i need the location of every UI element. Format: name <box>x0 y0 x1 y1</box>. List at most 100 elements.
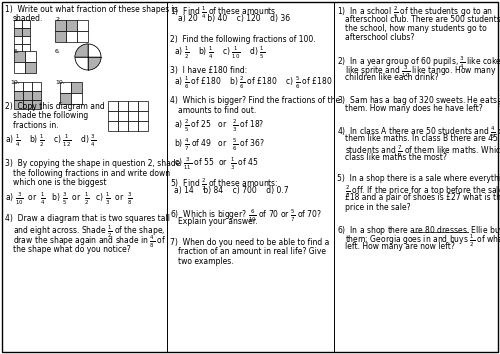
Text: 2)  Find the following fractions of 100.: 2) Find the following fractions of 100. <box>170 35 316 44</box>
Bar <box>108 111 118 121</box>
Bar <box>66 20 77 31</box>
Bar <box>71 93 82 104</box>
Text: children like each drink?: children like each drink? <box>345 73 438 82</box>
Bar <box>66 31 77 42</box>
Bar <box>138 101 148 111</box>
Text: 4)  Draw a diagram that is two squares tall: 4) Draw a diagram that is two squares ta… <box>5 214 170 223</box>
Bar <box>60 93 71 104</box>
Bar <box>118 111 128 121</box>
Text: them. How many does he have left?: them. How many does he have left? <box>345 104 483 113</box>
Text: 4)  Which is bigger? Find the fractions of the: 4) Which is bigger? Find the fractions o… <box>170 96 340 105</box>
Text: afterschool clubs?: afterschool clubs? <box>345 34 414 42</box>
Text: fraction of an amount in real life? Give: fraction of an amount in real life? Give <box>178 247 326 256</box>
Bar <box>23 82 32 91</box>
Text: 6)  In a shop there are 80 dresses. Ellie buys $\frac{5}{8}$ of: 6) In a shop there are 80 dresses. Ellie… <box>337 223 500 240</box>
Text: the following fractions in and write down: the following fractions in and write dow… <box>13 169 170 177</box>
Text: afterschool club. There are 500 students in: afterschool club. There are 500 students… <box>345 15 500 23</box>
Text: 5)  Find $\frac{2}{7}$ of these amounts:: 5) Find $\frac{2}{7}$ of these amounts: <box>170 177 278 193</box>
Text: £18 and a pair of shoes is £27 what is their: £18 and a pair of shoes is £27 what is t… <box>345 193 500 202</box>
Text: 10.: 10. <box>55 80 65 85</box>
Text: a) $\frac{1}{6}$ of £180    b) $\frac{2}{6}$ of £180    c) $\frac{5}{6}$ of £180: a) $\frac{1}{6}$ of £180 b) $\frac{2}{6}… <box>174 75 332 91</box>
Text: the school, how many students go to: the school, how many students go to <box>345 24 487 33</box>
Text: 1)  Find $\frac{1}{4}$ of these amounts: 1) Find $\frac{1}{4}$ of these amounts <box>170 5 276 21</box>
Text: 2)  In a year group of 60 pupils, $\frac{3}{4}$ like coke, $\frac{1}{5}$: 2) In a year group of 60 pupils, $\frac{… <box>337 55 500 70</box>
Bar <box>108 101 118 111</box>
Bar <box>22 36 30 44</box>
Bar <box>14 100 23 109</box>
Text: them like maths. In class B there are 45: them like maths. In class B there are 45 <box>345 134 498 143</box>
Text: 6)  Which is bigger? $\frac{6}{10}$ of 70 or $\frac{5}{7}$ of 70?: 6) Which is bigger? $\frac{6}{10}$ of 70… <box>170 207 322 223</box>
Bar <box>77 20 88 31</box>
Bar <box>14 82 23 91</box>
Text: 10.: 10. <box>10 80 20 85</box>
Text: class like maths the most?: class like maths the most? <box>345 153 447 162</box>
Text: 3)  Sam has a bag of 320 sweets. He eats $\frac{3}{5}$ of: 3) Sam has a bag of 320 sweets. He eats … <box>337 94 500 110</box>
Text: 7)  When do you need to be able to find a: 7) When do you need to be able to find a <box>170 238 330 247</box>
Bar <box>32 91 41 100</box>
Text: Explain your answer.: Explain your answer. <box>178 217 258 226</box>
Bar <box>14 20 22 28</box>
Text: and eight across. Shade $\frac{1}{2}$ of the shape,: and eight across. Shade $\frac{1}{2}$ of… <box>13 224 166 240</box>
Text: students and $\frac{7}{9}$ of them like maths. Which: students and $\frac{7}{9}$ of them like … <box>345 144 500 160</box>
Bar <box>71 82 82 93</box>
Text: c) $\frac{3}{11}$ of 55  or  $\frac{1}{3}$ of 45: c) $\frac{3}{11}$ of 55 or $\frac{1}{3}$… <box>174 156 258 172</box>
Bar <box>22 28 30 36</box>
Text: which one is the biggest: which one is the biggest <box>13 178 106 187</box>
Text: price in the sale?: price in the sale? <box>345 202 410 212</box>
Text: fractions in.: fractions in. <box>13 121 59 130</box>
Bar <box>128 121 138 131</box>
Text: 1)  Write out what fraction of these shapes is: 1) Write out what fraction of these shap… <box>5 5 178 14</box>
Bar <box>23 100 32 109</box>
Bar <box>108 121 118 131</box>
Text: them; Georgia goes in and buys $\frac{1}{2}$ of what is: them; Georgia goes in and buys $\frac{1}… <box>345 233 500 249</box>
Bar <box>25 62 36 73</box>
Text: 2.: 2. <box>55 17 61 22</box>
Text: a) $\frac{1}{4}$    b) $\frac{1}{2}$    c) $\frac{1}{12}$    d) $\frac{3}{4}$: a) $\frac{1}{4}$ b) $\frac{1}{2}$ c) $\f… <box>5 132 96 149</box>
Text: left. How many are now left?: left. How many are now left? <box>345 242 455 251</box>
Bar <box>128 101 138 111</box>
Bar <box>55 20 66 31</box>
Text: 2)  Copy this diagram and: 2) Copy this diagram and <box>5 102 105 111</box>
Bar <box>118 121 128 131</box>
Bar <box>55 31 66 42</box>
Text: 5)  In a shop there is a sale where everything is: 5) In a shop there is a sale where every… <box>337 174 500 183</box>
Text: a) $\frac{1}{2}$    b) $\frac{1}{4}$    c) $\frac{1}{10}$    d) $\frac{1}{5}$: a) $\frac{1}{2}$ b) $\frac{1}{4}$ c) $\f… <box>174 45 265 61</box>
Text: b) $\frac{4}{7}$ of 49   or   $\frac{5}{6}$ of 36?: b) $\frac{4}{7}$ of 49 or $\frac{5}{6}$ … <box>174 137 264 153</box>
Bar <box>60 82 71 93</box>
Text: 1)  In a school $\frac{2}{5}$ of the students go to an: 1) In a school $\frac{2}{5}$ of the stud… <box>337 5 493 21</box>
Circle shape <box>75 44 101 70</box>
Bar <box>118 101 128 111</box>
Text: shaded.: shaded. <box>13 14 44 23</box>
Text: shade the following: shade the following <box>13 112 88 120</box>
Text: 6.: 6. <box>55 49 61 54</box>
Text: a) 14    b) 84    c) 700    d) 0.7: a) 14 b) 84 c) 700 d) 0.7 <box>174 187 288 195</box>
Bar <box>14 62 25 73</box>
Text: the shape what do you notice?: the shape what do you notice? <box>13 245 131 253</box>
Bar <box>22 20 30 28</box>
Text: 3)  By copying the shape in question 2, shade: 3) By copying the shape in question 2, s… <box>5 159 180 168</box>
Text: 3)  I have £180 find:: 3) I have £180 find: <box>170 66 247 75</box>
Bar <box>14 28 22 36</box>
Bar <box>23 91 32 100</box>
Text: two examples.: two examples. <box>178 257 234 266</box>
Bar <box>14 44 22 52</box>
Text: a) $\frac{2}{5}$ of 25   or   $\frac{2}{3}$ of 18?: a) $\frac{2}{5}$ of 25 or $\frac{2}{3}$ … <box>174 118 264 134</box>
Bar <box>138 111 148 121</box>
Bar <box>25 51 36 62</box>
Bar <box>77 31 88 42</box>
Bar <box>138 121 148 131</box>
Bar <box>14 36 22 44</box>
Bar <box>32 100 41 109</box>
Bar <box>22 44 30 52</box>
Text: like sprite and $\frac{3}{10}$ like tango. How many: like sprite and $\frac{3}{10}$ like tang… <box>345 64 497 80</box>
Text: a) 20    b) 40    c) 120    d) 36: a) 20 b) 40 c) 120 d) 36 <box>178 15 290 23</box>
Text: draw the shape again and shade in $\frac{4}{8}$ of: draw the shape again and shade in $\frac… <box>13 234 166 250</box>
Bar <box>128 111 138 121</box>
Bar <box>32 82 41 91</box>
Wedge shape <box>88 57 101 70</box>
Wedge shape <box>75 44 88 57</box>
Text: 1.: 1. <box>14 17 20 22</box>
Bar <box>14 91 23 100</box>
Bar <box>14 51 25 62</box>
Text: a) $\frac{3}{10}$  or  $\frac{1}{4}$   b) $\frac{3}{5}$  or  $\frac{1}{2}$   c) : a) $\frac{3}{10}$ or $\frac{1}{4}$ b) $\… <box>5 190 132 206</box>
